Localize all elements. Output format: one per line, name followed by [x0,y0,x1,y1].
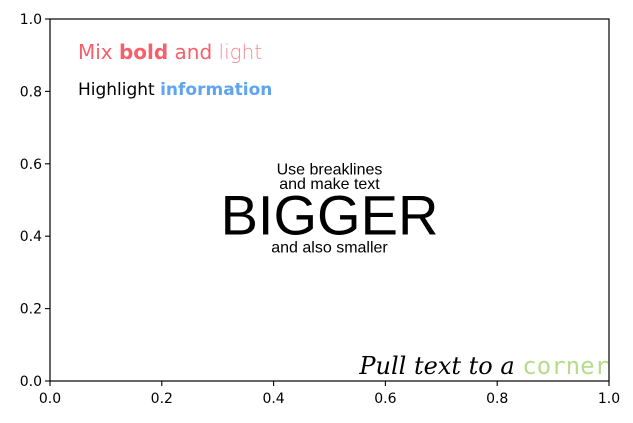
annotation-run: light [219,40,263,64]
y-axis: 0.0 0.2 0.4 0.6 0.8 1.0 [20,12,50,390]
annotation-also-smaller: and also smaller [271,239,388,256]
y-tick-label: 0.0 [20,374,42,390]
x-axis: 0.0 0.2 0.4 0.6 0.8 1.0 [39,381,620,407]
annotation-run: bold [119,40,168,64]
annotation-run: Highlight [78,80,160,100]
x-tick-label: 0.2 [151,391,173,407]
annotation-run: Use breaklines [277,162,383,179]
x-tick-label: 1.0 [598,391,620,407]
y-tick-label: 1.0 [20,12,42,28]
y-tick-label: 0.8 [20,84,42,100]
annotation-mix-bold-light: Mix bold and light [78,40,262,64]
annotation-run: corner [522,352,609,380]
annotation-run: information [160,80,272,100]
x-tick-label: 0.8 [486,391,508,407]
axes-frame [49,18,610,382]
annotation-run: and make text [279,176,380,193]
x-tick-label: 0.6 [374,391,396,407]
annotation-run: and also smaller [271,239,388,256]
y-tick-label: 0.4 [20,229,42,245]
annotation-run: Pull text to a [358,352,522,380]
annotation-pull-text-corner: Pull text to a corner [358,352,609,380]
x-tick-label: 0.0 [39,391,61,407]
y-tick-label: 0.2 [20,302,42,318]
annotation-run: Mix [78,40,119,64]
plot-area [49,18,610,382]
annotation-use-breaklines: Use breaklines [277,162,383,179]
x-tick-label: 0.4 [262,391,284,407]
annotation-make-text: and make text [279,176,380,193]
annotation-highlight-information: Highlight information [78,80,272,100]
annotation-run: and [168,40,218,64]
annotations: Mix bold and light Highlight information U… [78,40,609,380]
annotation-bigger: BIGGER [221,183,439,246]
y-tick-label: 0.6 [20,157,42,173]
annotation-run: BIGGER [221,183,439,246]
